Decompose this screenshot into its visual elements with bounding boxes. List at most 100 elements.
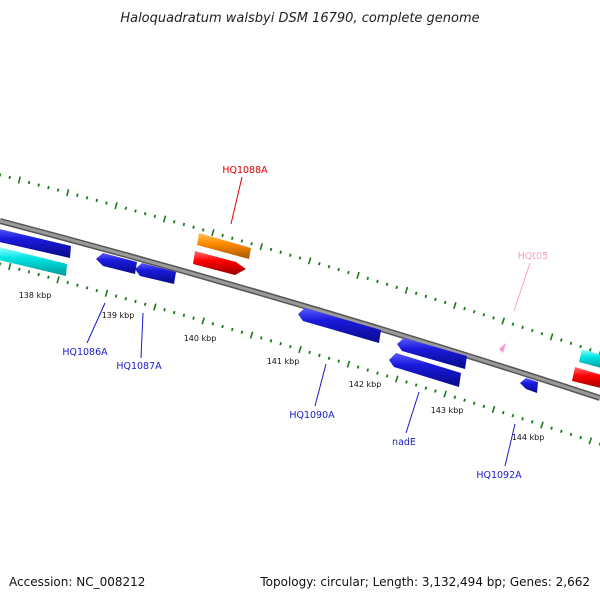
outer-track-minor-tick xyxy=(134,209,137,213)
outer-track-minor-tick xyxy=(105,201,108,205)
outer-track-minor-tick xyxy=(269,247,273,252)
leader-nadE xyxy=(405,391,420,434)
outer-track-minor-tick xyxy=(366,276,370,281)
inner-track-minor-tick xyxy=(356,365,360,369)
inner-track-minor-tick xyxy=(143,302,147,306)
outer-track-minor-tick xyxy=(47,185,50,190)
inner-track-major-tick xyxy=(104,289,109,297)
cyan-feature-right xyxy=(579,349,600,368)
trna-feature-HQt05 xyxy=(499,343,506,353)
inner-track-minor-tick xyxy=(550,426,553,430)
inner-track-major-tick xyxy=(588,437,593,445)
rrna-feature-HQ1088A xyxy=(197,233,251,259)
outer-track-minor-tick xyxy=(318,262,321,266)
outer-track-minor-tick xyxy=(511,322,515,326)
cds-feature-nadE xyxy=(389,353,461,387)
cds-feature-red-right xyxy=(572,367,600,388)
feature-track-forward xyxy=(0,229,600,388)
inner-tick-track xyxy=(0,262,600,446)
inner-track-major-tick xyxy=(346,360,351,368)
cds-feature-HQ1092A xyxy=(520,378,538,393)
outer-track-minor-tick xyxy=(95,198,99,203)
outer-track-major-tick xyxy=(549,333,554,341)
outer-track-minor-tick xyxy=(56,188,60,192)
inner-track-minor-tick xyxy=(511,413,515,418)
inner-track-minor-tick xyxy=(37,272,40,277)
gene-label-HQ1092A[interactable]: HQ1092A xyxy=(476,470,522,481)
outer-track-major-tick xyxy=(211,229,215,237)
inner-track-minor-tick xyxy=(163,308,166,312)
outer-track-major-tick xyxy=(356,271,360,280)
inner-track-minor-tick xyxy=(453,395,457,399)
gene-label-HQt05[interactable]: HQt05 xyxy=(518,251,548,262)
outer-track-minor-tick xyxy=(414,291,418,296)
inner-track-minor-tick xyxy=(124,297,128,301)
outer-track-minor-tick xyxy=(85,196,89,200)
leader-HQ1086A xyxy=(86,302,106,344)
outer-track-minor-tick xyxy=(240,239,244,243)
outer-track-major-tick xyxy=(66,189,70,197)
outer-track-minor-tick xyxy=(530,328,534,333)
outer-track-minor-tick xyxy=(434,297,437,302)
outer-track-minor-tick xyxy=(559,338,563,342)
gene-label-nadE[interactable]: nadE xyxy=(392,437,416,448)
inner-track-minor-tick xyxy=(530,420,534,424)
inner-track-minor-tick xyxy=(501,410,505,415)
inner-track-minor-tick xyxy=(95,288,99,293)
gene-label-HQ1090A[interactable]: HQ1090A xyxy=(289,410,335,421)
inner-track-major-tick xyxy=(8,262,12,271)
inner-track-major-tick xyxy=(298,345,302,354)
inner-track-minor-tick xyxy=(308,350,311,355)
inner-track-minor-tick xyxy=(18,267,21,271)
cds-feature-HQ1086A xyxy=(96,253,137,274)
inner-track-minor-tick xyxy=(230,327,234,332)
cds-feature-HQ1088A xyxy=(193,251,246,275)
inner-track-minor-tick xyxy=(172,310,176,315)
gene-label-HQ1088A[interactable]: HQ1088A xyxy=(222,165,268,176)
inner-track-major-tick xyxy=(540,421,544,429)
outer-track-minor-tick xyxy=(347,270,350,275)
outer-track-major-tick xyxy=(259,243,264,251)
leader-HQt05 xyxy=(513,262,531,312)
inner-track-minor-tick xyxy=(27,270,31,274)
leader-HQ1090A xyxy=(314,363,327,407)
outer-track-minor-tick xyxy=(172,220,176,224)
scale-labels: 138 kbp 139 kbp 140 kbp 141 kbp 142 kbp … xyxy=(19,291,545,442)
outer-track-minor-tick xyxy=(143,211,147,216)
inner-track-minor-tick xyxy=(327,356,331,360)
gene-labels: HQ1088A HQt05 HQ1086A HQ1087A HQ1090A na… xyxy=(62,165,548,481)
outer-track-major-tick xyxy=(162,215,167,223)
outer-track-minor-tick xyxy=(463,306,466,311)
inner-track-minor-tick xyxy=(114,294,118,298)
outer-track-minor-tick xyxy=(492,316,495,320)
outer-track-minor-tick xyxy=(153,214,157,219)
outer-tick-track xyxy=(0,173,600,357)
cds-feature-forward-left xyxy=(0,229,71,258)
inner-track-minor-tick xyxy=(289,344,292,349)
inner-track-minor-tick xyxy=(337,359,340,363)
cds-feature-HQ1087A xyxy=(135,263,176,284)
inner-track-minor-tick xyxy=(559,429,563,434)
inner-track-minor-tick xyxy=(318,353,321,358)
inner-track-minor-tick xyxy=(482,404,486,409)
inner-track-minor-tick xyxy=(221,324,224,329)
gene-label-HQ1086A[interactable]: HQ1086A xyxy=(62,347,108,358)
inner-track-minor-tick xyxy=(66,280,69,285)
outer-track-minor-tick xyxy=(385,282,389,287)
inner-track-minor-tick xyxy=(47,275,50,279)
inner-track-major-tick xyxy=(201,317,205,325)
outer-track-major-tick xyxy=(114,202,118,210)
outer-track-minor-tick xyxy=(540,332,544,336)
outer-track-minor-tick xyxy=(221,233,224,238)
inner-track-minor-tick xyxy=(211,322,215,326)
inner-track-minor-tick xyxy=(463,398,466,402)
outer-track-major-tick xyxy=(17,176,21,184)
scale-label-139: 139 kbp xyxy=(102,311,135,320)
scale-label-140: 140 kbp xyxy=(184,334,217,343)
inner-track-minor-tick xyxy=(85,286,89,290)
inner-track-minor-tick xyxy=(385,374,389,378)
inner-track-minor-tick xyxy=(366,368,370,372)
gene-label-HQ1087A[interactable]: HQ1087A xyxy=(116,361,162,372)
leader-HQ1092A xyxy=(504,423,516,467)
label-leaders xyxy=(86,176,531,467)
